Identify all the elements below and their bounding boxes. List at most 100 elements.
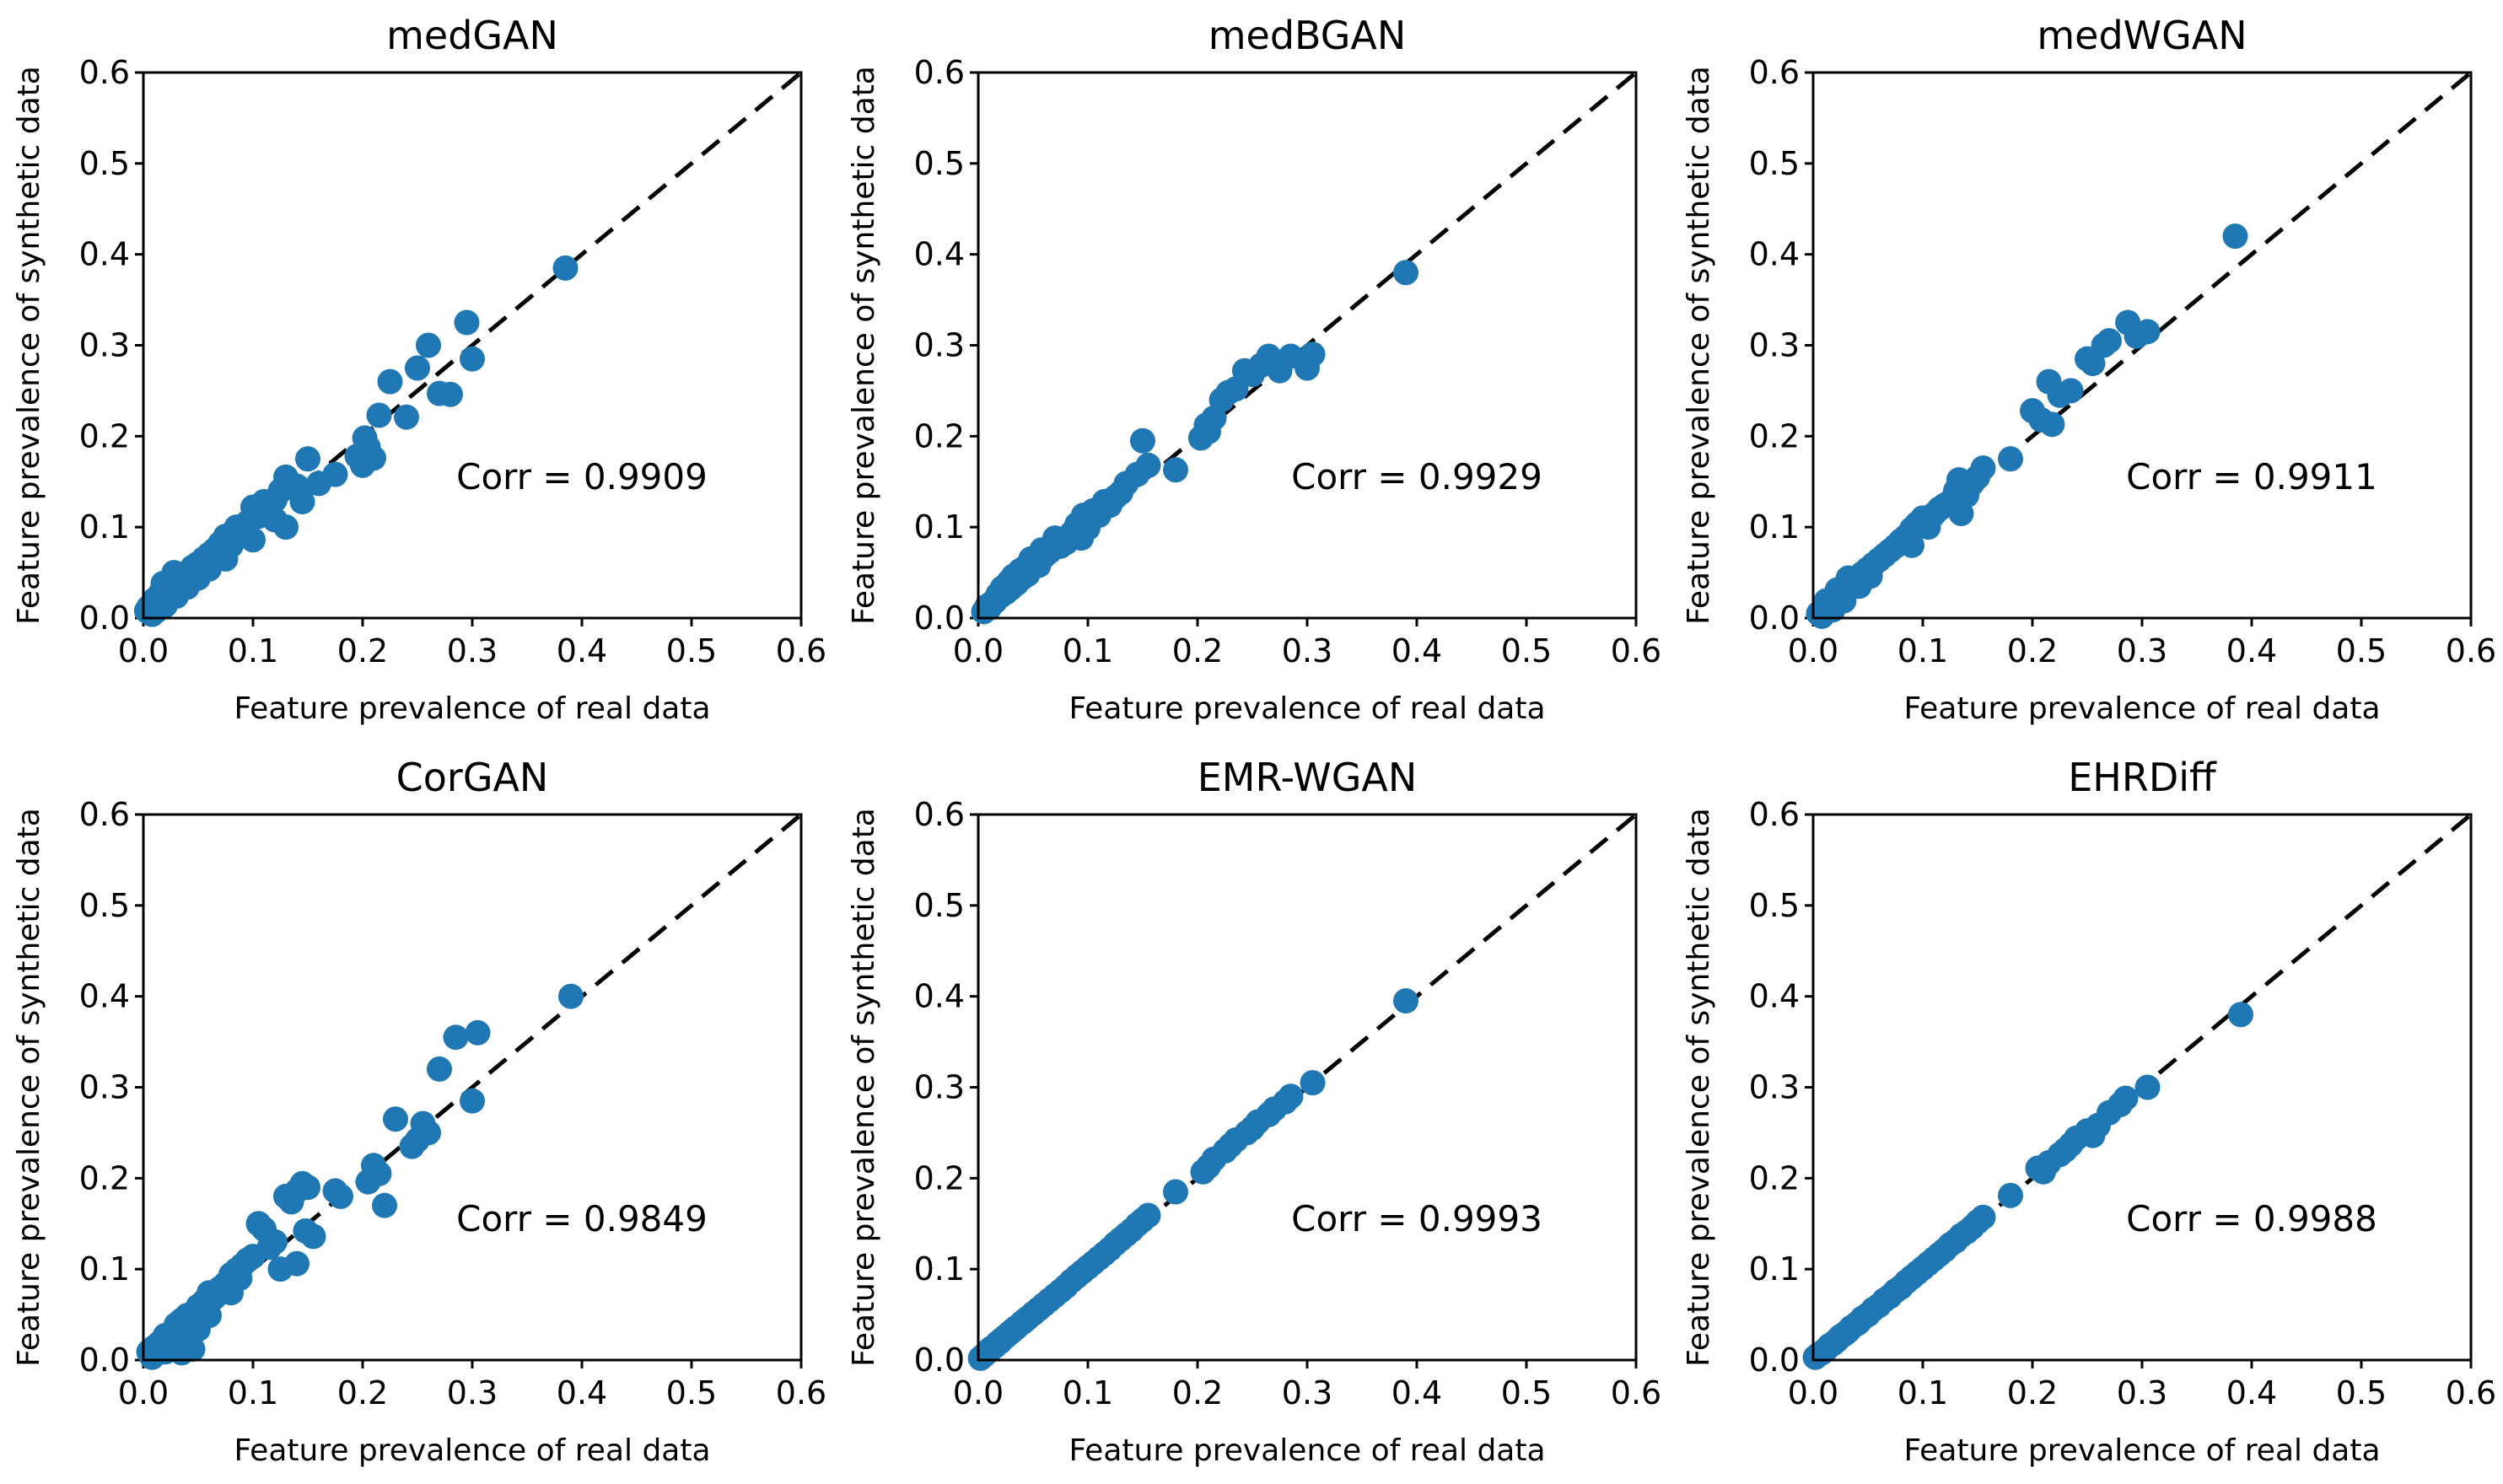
data-point: [350, 452, 375, 478]
data-point: [405, 355, 430, 381]
plot-title: medGAN: [386, 13, 558, 58]
x-tick-label: 0.0: [118, 1374, 169, 1411]
x-tick-label: 0.6: [1611, 632, 1661, 669]
data-point: [394, 404, 419, 430]
x-tick-label: 0.5: [1501, 1374, 1552, 1411]
y-tick-label: 0.2: [914, 1159, 965, 1196]
y-tick-label: 0.0: [914, 1342, 965, 1379]
scatter-plot-corgan: 0.00.0 0.1 0.1 0.2 0.2 0.3 0.3 0.4 0.4 0.5 0.5 0.6 0…: [12, 755, 826, 1468]
y-tick-label: 0.1: [79, 1250, 130, 1288]
x-tick-label: 0.0: [118, 632, 169, 669]
data-point: [438, 381, 463, 407]
x-tick-label: 0.2: [2007, 632, 2058, 669]
data-point: [465, 1019, 491, 1046]
y-tick-label: 0.2: [1749, 417, 1800, 454]
y-tick-label: 0.5: [79, 887, 130, 924]
corr-annotation: Corr = 0.9993: [1291, 1198, 1542, 1239]
x-axis-label: Feature prevalence of real data: [1903, 1433, 2380, 1468]
x-tick-label: 0.5: [666, 1374, 717, 1411]
data-point: [2134, 1074, 2161, 1100]
x-axis-label: Feature prevalence of real data: [1068, 691, 1545, 726]
x-tick-label: 0.3: [2117, 1374, 2167, 1411]
x-tick-label: 0.3: [447, 632, 498, 669]
data-point: [278, 1189, 304, 1215]
x-tick-label: 0.6: [2446, 1374, 2496, 1411]
data-point: [2228, 1002, 2253, 1028]
x-axis-label: Feature prevalence of real data: [1068, 1433, 1545, 1468]
y-tick-label: 0.6: [914, 796, 965, 833]
x-tick-label: 0.6: [776, 1374, 826, 1411]
y-tick-label: 0.6: [1749, 54, 1800, 91]
y-tick-label: 0.3: [914, 1069, 965, 1106]
data-point: [1998, 1182, 2023, 1208]
y-tick-label: 0.4: [79, 978, 130, 1015]
x-tick-label: 0.0: [953, 1374, 1004, 1411]
data-point: [1998, 446, 2023, 472]
y-tick-label: 0.0: [1749, 1342, 1800, 1379]
x-tick-label: 0.1: [1063, 632, 1113, 669]
subplot-medgan: 0.0 0.0 0.1 0.1 0.2 0.2 0.3 0.3 0.4 0.4 0.5 0.5 0.6 0…: [0, 0, 835, 742]
data-point: [366, 402, 392, 428]
plot-title: EMR-WGAN: [1198, 755, 1418, 800]
data-point: [443, 1024, 469, 1051]
y-tick-label: 0.4: [914, 978, 965, 1015]
data-point: [1857, 563, 1883, 589]
plot-title: EHRDiff: [2068, 755, 2217, 800]
scatter-plot-ehrdiff: 0.00.0 0.1 0.1 0.2 0.2 0.3 0.3 0.4 0.4 0.5 0.5 0.6 0…: [1682, 755, 2496, 1468]
y-axis-label: Feature prevalence of synthetic data: [847, 808, 881, 1367]
corr-annotation: Corr = 0.9909: [456, 456, 708, 497]
plot-title: medBGAN: [1208, 13, 1407, 58]
x-tick-label: 0.1: [228, 1374, 278, 1411]
data-point: [460, 1088, 485, 1114]
y-axis-label: Feature prevalence of synthetic data: [1682, 66, 1716, 625]
y-axis-label: Feature prevalence of synthetic data: [1682, 808, 1716, 1367]
data-point: [1011, 1308, 1037, 1334]
y-tick-label: 0.4: [79, 236, 130, 273]
corr-annotation: Corr = 0.9911: [2126, 456, 2377, 497]
x-tick-label: 0.4: [2226, 632, 2277, 669]
y-tick-label: 0.2: [79, 417, 130, 454]
x-tick-label: 0.0: [953, 632, 1004, 669]
data-point: [355, 1169, 381, 1195]
y-axis-label: Feature prevalence of synthetic data: [847, 66, 881, 625]
y-tick-label: 0.2: [914, 417, 965, 454]
data-point: [460, 346, 485, 372]
data-point: [139, 1344, 165, 1370]
data-point: [180, 1336, 206, 1363]
axes-frame: [977, 813, 1638, 1362]
corr-annotation: Corr = 0.9929: [1291, 456, 1542, 497]
x-tick-label: 0.0: [1788, 632, 1838, 669]
y-tick-label: 0.6: [1749, 796, 1800, 833]
y-tick-label: 0.4: [914, 236, 965, 273]
x-tick-label: 0.5: [2336, 1374, 2387, 1411]
data-point: [552, 255, 579, 281]
y-tick-label: 0.5: [1749, 887, 1800, 924]
x-tick-label: 0.0: [1788, 1374, 1838, 1411]
data-point: [2025, 1155, 2051, 1181]
data-point: [161, 560, 187, 586]
axes-frame: [977, 71, 1638, 620]
scatter-plot-medgan: 0.00.0 0.1 0.1 0.2 0.2 0.3 0.3 0.4 0.4 0.5 0.5 0.6 0…: [12, 13, 826, 726]
scatter-plot-medwgan: 0.00.0 0.1 0.1 0.2 0.2 0.3 0.3 0.4 0.4 0.5 0.5 0.6 0…: [1682, 13, 2496, 726]
data-point: [2039, 411, 2065, 438]
scatter-plot-medbgan: 0.00.0 0.1 0.1 0.2 0.2 0.3 0.3 0.4 0.4 0.5 0.5 0.6 0…: [847, 13, 1661, 726]
x-tick-label: 0.2: [1172, 1374, 1223, 1411]
data-point: [1393, 260, 1418, 286]
y-tick-label: 0.1: [1749, 1250, 1800, 1288]
x-tick-label: 0.6: [776, 632, 826, 669]
y-tick-label: 0.5: [914, 145, 965, 182]
data-point: [322, 1178, 348, 1204]
y-axis-label: Feature prevalence of synthetic data: [12, 66, 46, 625]
y-tick-label: 0.2: [1749, 1159, 1800, 1196]
x-axis-label: Feature prevalence of real data: [234, 1433, 710, 1468]
y-tick-label: 0.5: [914, 887, 965, 924]
data-point: [1163, 1179, 1188, 1205]
subplot-emr-wgan: 0.0 0.0 0.1 0.1 0.2 0.2 0.3 0.3 0.4 0.4 0.5 0.5 0.6 0…: [835, 742, 1670, 1484]
y-tick-label: 0.3: [79, 327, 130, 364]
y-axis-label: Feature prevalence of synthetic data: [12, 808, 46, 1367]
data-point: [2036, 368, 2062, 395]
data-point: [2080, 351, 2106, 377]
data-point: [1196, 418, 1221, 444]
x-tick-label: 0.3: [1282, 1374, 1332, 1411]
y-tick-label: 0.0: [79, 600, 130, 637]
